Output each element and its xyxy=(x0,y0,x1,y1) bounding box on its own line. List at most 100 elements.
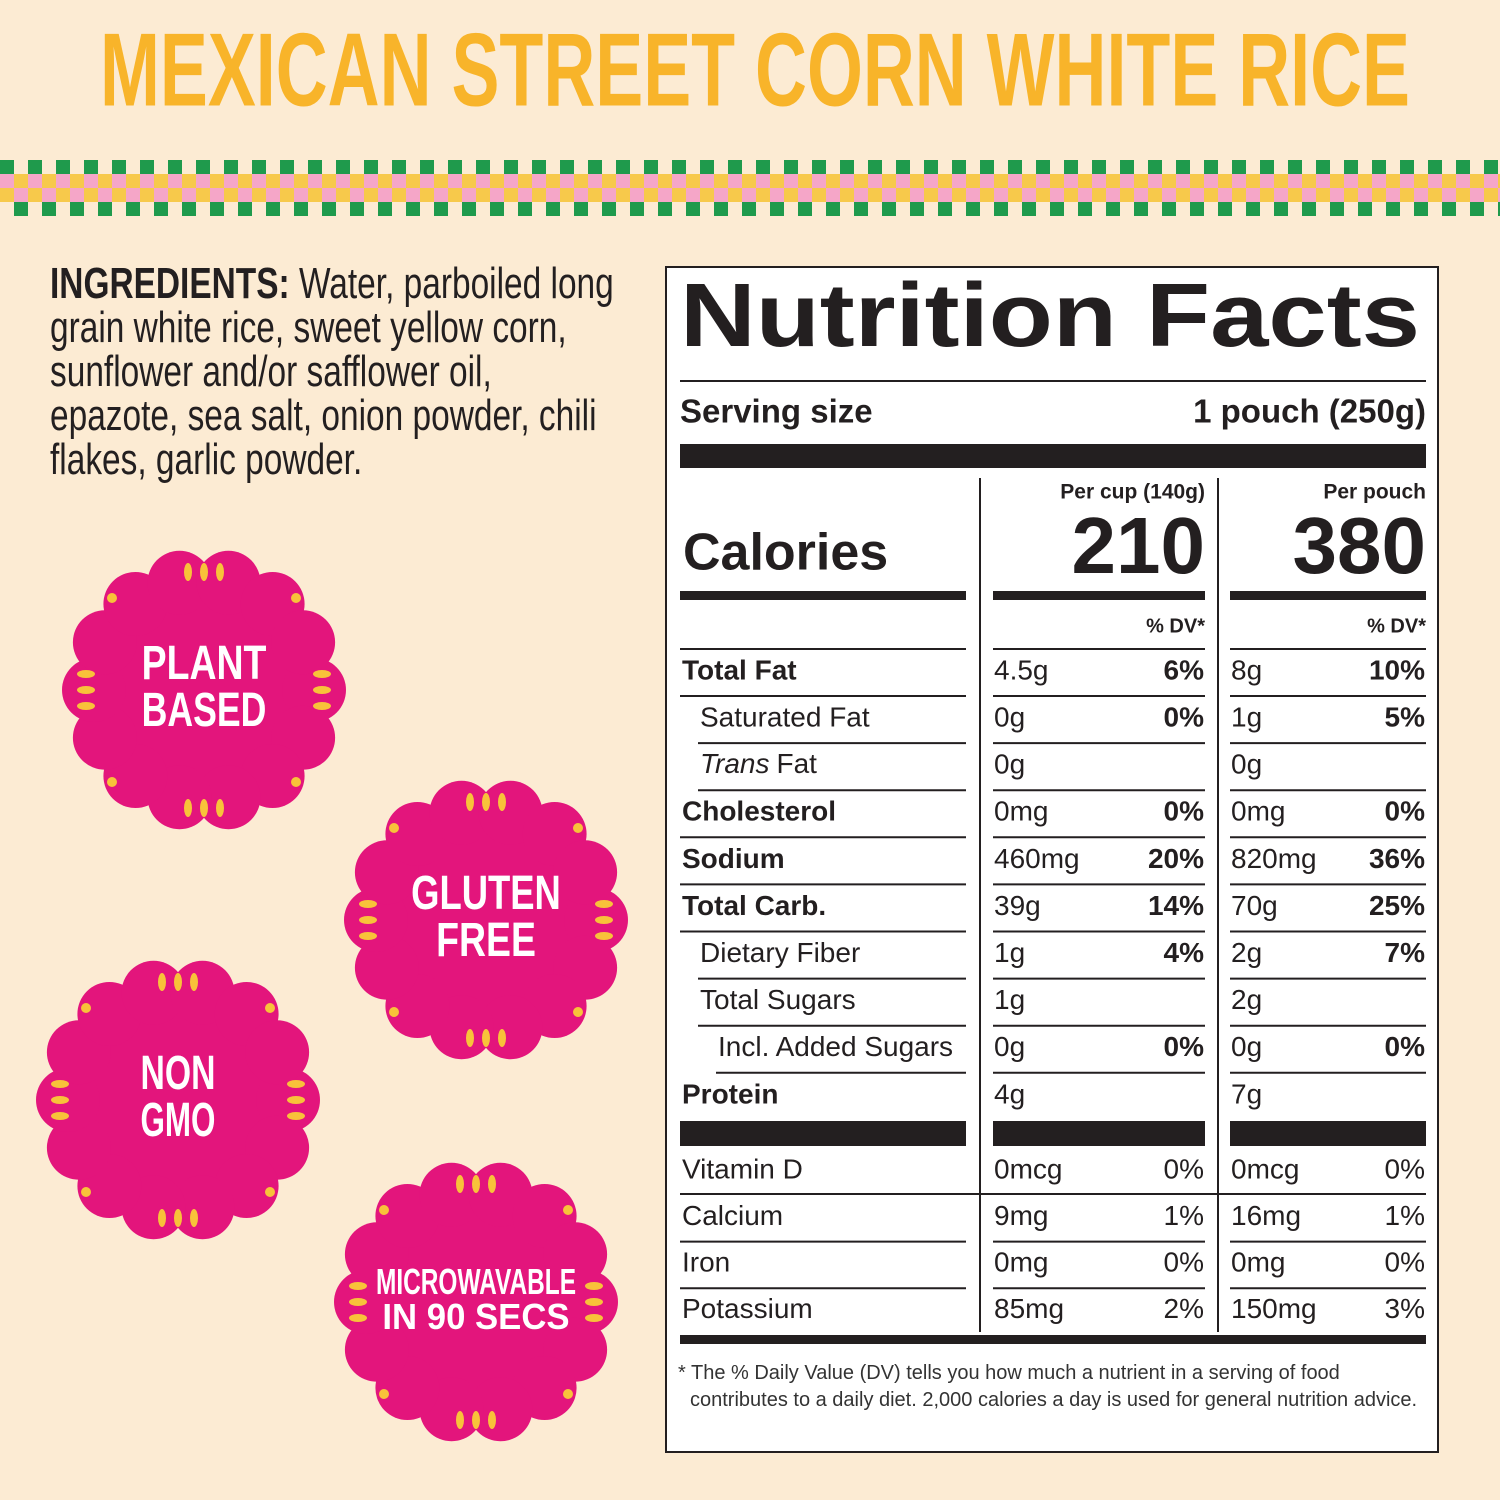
badge-ornament xyxy=(349,1298,367,1306)
thick-rule xyxy=(993,1121,1205,1146)
amount: 0mg xyxy=(1231,796,1285,827)
calories-label: Calories xyxy=(683,524,888,582)
amount: 7g xyxy=(1231,1078,1262,1109)
badge-text: NON xyxy=(141,1047,216,1100)
serving-size: 1 pouch (250g) xyxy=(1193,393,1426,430)
thick-rule xyxy=(680,444,1426,468)
medium-rule xyxy=(680,591,966,600)
badge-ornament xyxy=(359,916,377,924)
badge-scallop xyxy=(543,1222,608,1287)
amount: 1g xyxy=(1231,701,1262,732)
nutrient-name: Vitamin D xyxy=(682,1153,803,1184)
nutrient-name: Dietary Fiber xyxy=(700,937,860,968)
badge-ornament xyxy=(498,1029,506,1047)
nutrient-name: Total Carb. xyxy=(682,890,826,921)
daily-value: 6% xyxy=(1164,654,1205,685)
dv-header: % DV* xyxy=(1146,615,1205,637)
amount: 4g xyxy=(994,1078,1025,1109)
nutrition-facts: Nutrition Facts Serving size 1 pouch (250g… xyxy=(680,266,1426,1344)
badge-ornament xyxy=(472,1175,480,1193)
nutrient-name-prefix: Trans xyxy=(700,749,770,780)
calories-value: 380 xyxy=(1293,501,1426,590)
badge-dot xyxy=(81,1187,91,1197)
badge-ornament xyxy=(472,1411,480,1429)
badge-scallop xyxy=(419,1162,484,1227)
badge-ornament xyxy=(488,1175,496,1193)
amount: 1g xyxy=(994,984,1025,1015)
badge-ornament xyxy=(488,1411,496,1429)
badge-ornament xyxy=(585,1298,603,1306)
daily-value: 10% xyxy=(1369,654,1425,685)
daily-value: 1% xyxy=(1164,1200,1204,1231)
badge-dot xyxy=(107,593,117,603)
amount: 8g xyxy=(1231,654,1262,685)
badge-ornament xyxy=(184,563,192,581)
badge-ornament xyxy=(77,702,95,710)
badge-scallop xyxy=(478,995,543,1060)
badge-ornament xyxy=(184,799,192,817)
badge-dot xyxy=(107,777,117,787)
badge-ornament xyxy=(456,1175,464,1193)
medium-rule xyxy=(680,1335,1426,1344)
badge-scallop xyxy=(196,765,261,830)
badge-ornament xyxy=(51,1112,69,1120)
badge-ornament xyxy=(200,563,208,581)
badge-shape xyxy=(66,988,290,1212)
badge-ornament xyxy=(51,1096,69,1104)
badge-dot xyxy=(265,1003,275,1013)
amount: 0g xyxy=(1231,1031,1262,1062)
badge-ornament xyxy=(216,563,224,581)
badge-scallop xyxy=(245,1020,310,1085)
amount: 460mg xyxy=(994,843,1080,874)
badge-shape xyxy=(374,808,598,1032)
badge-text: MICROWAVABLE xyxy=(376,1261,576,1302)
badge-dot xyxy=(379,1205,389,1215)
amount: 150mg xyxy=(1231,1293,1317,1324)
amount: 0mg xyxy=(1231,1247,1285,1278)
amount: 9mg xyxy=(994,1200,1048,1231)
amount: 2g xyxy=(1231,984,1262,1015)
badge-text: GLUTEN xyxy=(411,867,561,920)
badge-ornament xyxy=(77,670,95,678)
amount: 0mcg xyxy=(1231,1153,1299,1184)
amount: 0g xyxy=(994,1031,1025,1062)
nutrient-name: Potassium xyxy=(682,1293,813,1324)
rule xyxy=(680,380,1426,382)
daily-value: 1% xyxy=(1385,1200,1425,1231)
nutrient-name: Iron xyxy=(682,1247,730,1278)
badge-ornament xyxy=(158,973,166,991)
badge-dot xyxy=(291,777,301,787)
badge-scallop xyxy=(271,610,336,675)
badge-text: FREE xyxy=(436,914,536,967)
badge-scallop xyxy=(553,840,618,905)
thick-rule xyxy=(1230,1121,1426,1146)
daily-value: 0% xyxy=(1164,1247,1204,1278)
column-header: Per pouch xyxy=(1323,481,1426,504)
medium-rule xyxy=(993,591,1205,600)
daily-value: 0% xyxy=(1385,1153,1425,1184)
daily-value: 5% xyxy=(1385,701,1426,732)
badge-ornament xyxy=(158,1209,166,1227)
badge-ornament xyxy=(313,686,331,694)
badge-ornament xyxy=(585,1314,603,1322)
amount: 2g xyxy=(1231,937,1262,968)
badge-ornament xyxy=(287,1080,305,1088)
badge-ornament xyxy=(313,670,331,678)
badge-ornament xyxy=(595,916,613,924)
badge-ornament xyxy=(456,1411,464,1429)
badges: PLANTBASEDGLUTENFREENONGMOMICROWAVABLEIN… xyxy=(36,550,628,1442)
badge-dot xyxy=(573,823,583,833)
footnote: * The % Daily Value (DV) tells you how m… xyxy=(678,1362,1418,1411)
daily-value: 0% xyxy=(1385,1247,1425,1278)
amount: 4.5g xyxy=(994,654,1049,685)
nutrient-name-word: Fat xyxy=(777,749,818,780)
title: MEXICAN STREET CORN WHITE RICE xyxy=(100,12,1410,128)
daily-value: 0% xyxy=(1164,701,1205,732)
badge-dot xyxy=(389,823,399,833)
amount: 16mg xyxy=(1231,1200,1301,1231)
nutrient-name: Incl. Added Sugars xyxy=(718,1031,953,1062)
amount: 0g xyxy=(994,701,1025,732)
thick-rule xyxy=(680,1121,966,1146)
